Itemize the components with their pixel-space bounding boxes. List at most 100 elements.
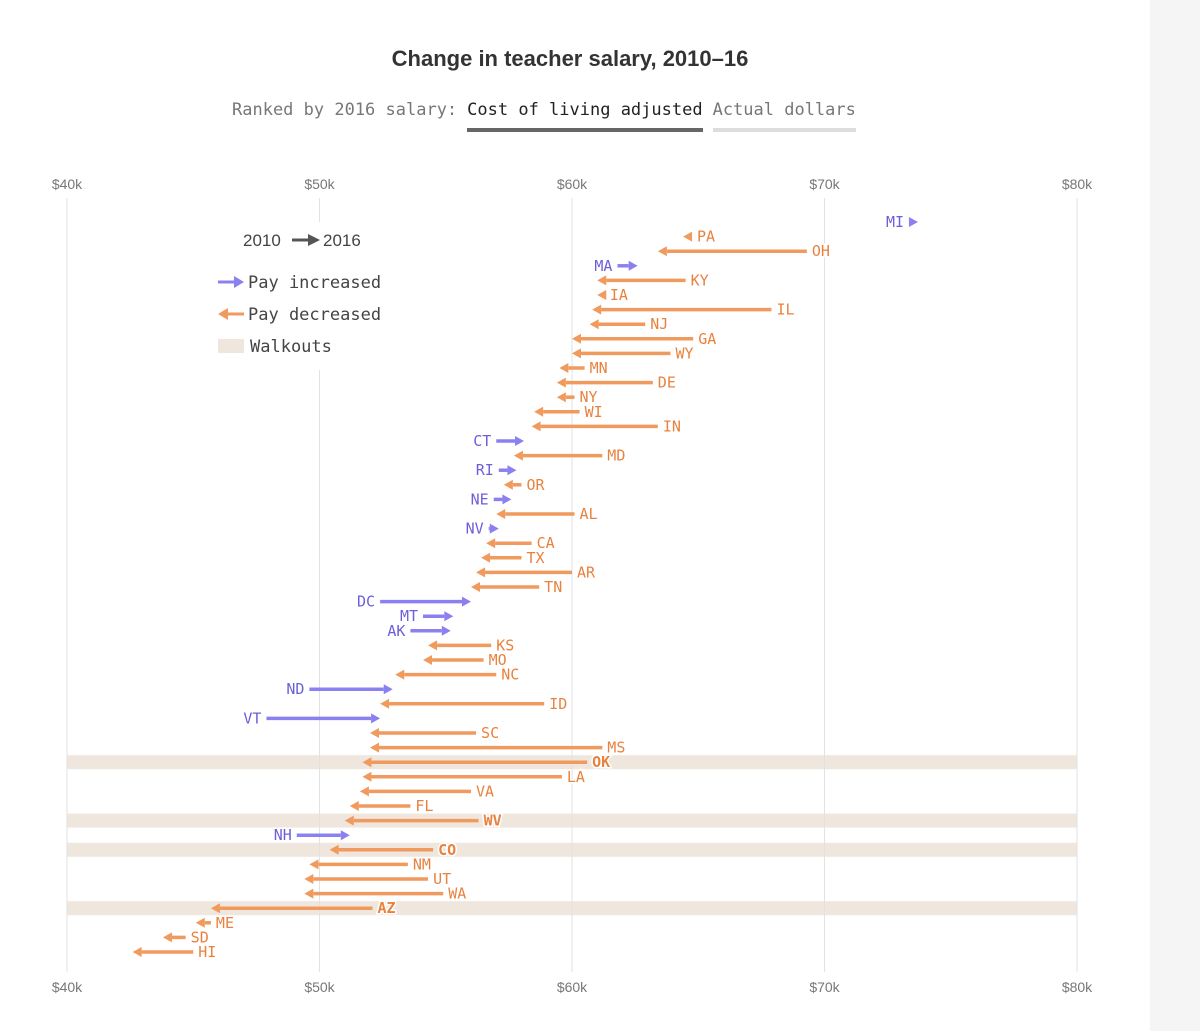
arrow-left-icon [362,771,372,782]
state-label-vt: VT [243,709,261,727]
arrow-left-icon [476,567,486,578]
arrow-left-icon [304,874,314,884]
state-label-ia: IA [610,286,628,304]
state-label-il: IL [776,301,794,319]
state-label-ut: UT [433,870,451,888]
tick-label-bottom: $70k [809,979,840,995]
tick-label-top: $40k [52,176,83,192]
state-label-mt: MT [400,607,418,625]
state-label-de: DE [658,374,676,392]
tick-label-top: $50k [304,176,335,192]
arrow-left-icon [329,844,339,855]
arrow-left-icon [657,246,667,257]
state-label-az: AZ [378,899,396,917]
state-label-ga: GA [698,330,716,348]
arrow-left-icon [556,392,566,403]
arrow-right-icon [515,436,525,446]
tab-cost-of-living-adjusted[interactable]: Cost of living adjusted [467,100,703,132]
state-label-co: CO [438,841,456,859]
legend-walkout-swatch [218,339,244,353]
arrow-right-icon [444,611,454,622]
tick-label-bottom: $80k [1062,979,1093,995]
arrow-left-icon [423,655,433,665]
arrow-right-icon [502,494,512,505]
arrow-left-icon [481,552,491,563]
state-label-hi: HI [198,943,216,961]
state-label-sc: SC [481,724,499,742]
state-label-ny: NY [580,388,598,406]
state-label-wy: WY [675,344,693,362]
arrow-left-icon [362,757,372,768]
chart-title: Change in teacher salary, 2010–16 [391,46,749,71]
state-label-wa: WA [448,885,466,903]
state-label-tx: TX [527,549,545,567]
arrow-right-icon [234,276,244,288]
legend-decreased-label: Pay decreased [248,305,381,325]
arrow-left-icon [597,290,607,300]
state-label-mn: MN [590,359,608,377]
arrow-right-icon [371,713,381,724]
arrow-left-icon [344,815,354,826]
state-label-ar: AR [577,563,596,581]
state-label-wi: WI [585,403,603,421]
state-label-ok: OK [592,753,610,771]
arrow-right-icon [489,523,499,534]
arrow-left-icon [471,582,480,592]
state-label-in: IN [663,417,681,435]
legend-year-to: 2016 [323,231,361,250]
arrow-left-icon [428,640,438,651]
legend-walkouts-label: Walkouts [250,337,332,357]
tick-label-bottom: $40k [52,979,83,995]
arrow-left-icon [589,319,599,330]
state-label-al: AL [580,505,598,523]
arrow-left-icon [359,786,369,797]
state-label-id: ID [549,695,567,713]
tick-label-top: $80k [1062,176,1093,192]
ranking-toggle: Ranked by 2016 salary: Cost of living ad… [232,100,856,132]
state-label-nm: NM [413,855,431,873]
arrow-right-icon [462,596,471,607]
arrow-right-icon [628,260,638,271]
state-label-pa: PA [697,228,715,246]
arrow-left-icon [496,509,506,519]
state-label-ky: KY [691,271,709,289]
state-label-oh: OH [812,242,830,260]
legend-arrow-icon [308,234,320,246]
arrow-left-icon [556,377,566,388]
arrow-left-icon [309,859,319,870]
tab-actual-dollars[interactable]: Actual dollars [712,100,856,132]
arrow-left-icon [349,801,359,811]
legend-year-from: 2010 [243,231,281,250]
state-label-ne: NE [471,490,489,508]
arrow-left-icon [597,275,607,286]
state-label-mo: MO [489,651,507,669]
tick-label-top: $60k [557,176,588,192]
page-margin [1150,0,1200,1031]
arrow-right-icon [507,465,517,476]
state-label-sd: SD [191,928,209,946]
arrow-left-icon [370,742,379,753]
arrow-left-icon [395,669,405,680]
state-label-mi: MI [886,213,904,231]
state-label-or: OR [527,476,546,494]
state-label-ks: KS [496,636,514,654]
arrow-left-icon [210,903,220,914]
arrow-left-icon [132,947,142,957]
arrow-left-icon [572,333,581,344]
state-label-ma: MA [594,257,612,275]
arrow-left-icon [683,231,693,242]
state-label-nc: NC [501,666,519,684]
arrow-left-icon [534,406,544,417]
arrow-left-icon [559,363,569,373]
state-label-tn: TN [544,578,562,596]
legend-increased-label: Pay increased [248,273,381,293]
tick-label-top: $70k [809,176,840,192]
state-label-ca: CA [537,534,555,552]
tick-label-bottom: $50k [304,979,335,995]
state-label-ri: RI [476,461,494,479]
arrow-left-icon [503,479,513,490]
arrow-left-icon [486,538,496,549]
ranking-label: Ranked by 2016 salary: [232,100,458,120]
